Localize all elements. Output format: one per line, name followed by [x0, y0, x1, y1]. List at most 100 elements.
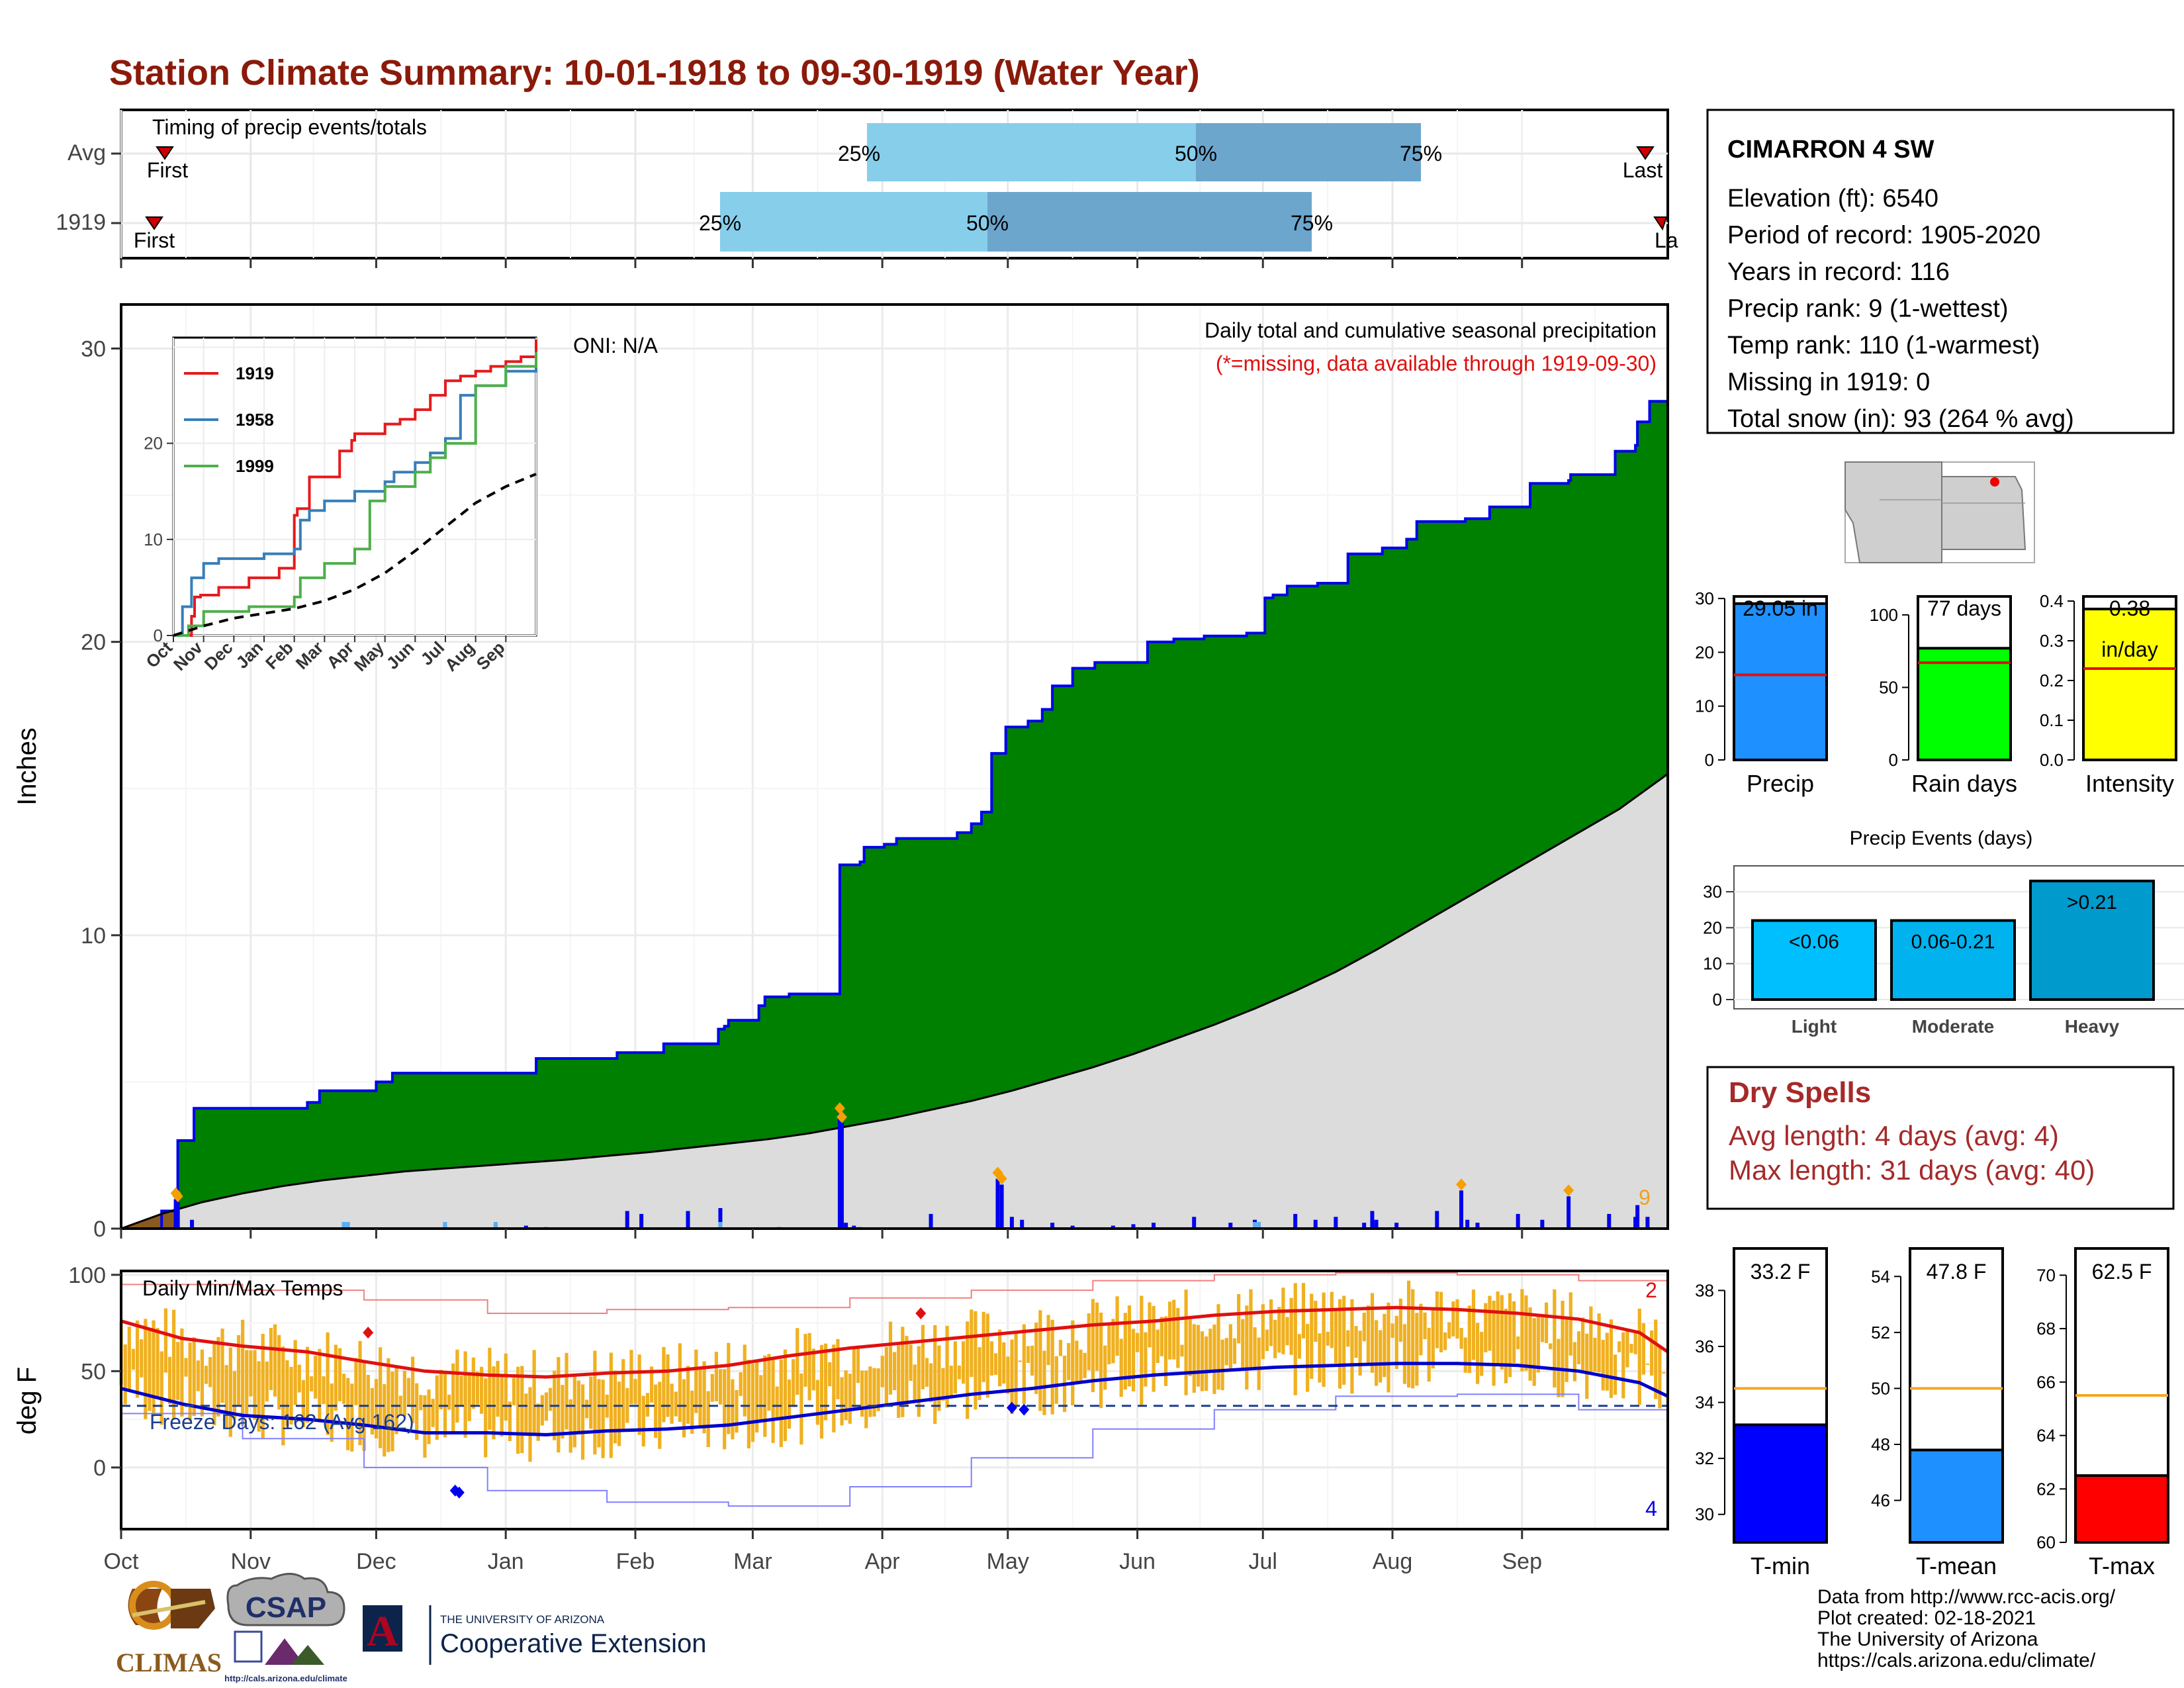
month-tick-label: Oct: [104, 1549, 139, 1574]
daily-precip-bar: [1050, 1223, 1055, 1229]
daily-temp-bar: [415, 1383, 419, 1440]
daily-temp-bar: [540, 1395, 544, 1426]
daily-temp-bar: [1394, 1315, 1398, 1370]
daily-temp-bar: [1330, 1291, 1334, 1348]
daily-temp-bar: [341, 1374, 346, 1404]
daily-temp-bar: [1034, 1322, 1038, 1394]
daily-temp-bar: [868, 1366, 872, 1417]
month-tick-label: Dec: [356, 1549, 396, 1574]
daily-temp-bar: [285, 1360, 289, 1427]
daily-temp-bar: [204, 1366, 208, 1384]
daily-temp-bar: [188, 1342, 192, 1421]
record-precip-diamond-icon: [834, 1102, 845, 1115]
month-tick-label: Nov: [231, 1549, 271, 1574]
daily-temp-bar: [1488, 1295, 1492, 1351]
daily-temp-bar: [1508, 1293, 1512, 1378]
daily-temp-bar: [775, 1386, 779, 1420]
month-tick-label: Mar: [733, 1549, 772, 1574]
daily-temp-bar: [1046, 1315, 1050, 1366]
dry-spells-title: Dry Spells: [1729, 1076, 1871, 1109]
temp-summary-value: 47.8 F: [1927, 1260, 1987, 1284]
record-low-count: 4: [1645, 1497, 1657, 1521]
daily-temp-bar: [974, 1311, 978, 1410]
daily-precip-bar: [1020, 1219, 1024, 1229]
daily-temp-bar: [645, 1393, 650, 1417]
daily-temp-bar: [1212, 1324, 1216, 1394]
daily-temp-bar: [1095, 1302, 1099, 1371]
daily-temp-bar: [516, 1366, 520, 1454]
temp-summary-value: 33.2 F: [1751, 1260, 1811, 1284]
precip-y-tick-label: 0: [93, 1217, 106, 1242]
month-tick-label: Feb: [616, 1549, 655, 1574]
credit-line: Plot created: 02-18-2021: [1817, 1607, 2036, 1629]
daily-temp-bar: [358, 1340, 362, 1446]
daily-temp-bar: [289, 1366, 293, 1425]
daily-temp-bar: [690, 1390, 694, 1434]
avg-last-label: Last: [1623, 158, 1663, 182]
daily-temp-bar: [322, 1376, 326, 1404]
daily-temp-bar: [670, 1383, 674, 1424]
daily-temp-bar: [1087, 1313, 1091, 1370]
precip-events-title: Precip Events (days): [1850, 827, 2033, 849]
daily-temp-bar: [1228, 1324, 1232, 1370]
daily-temp-bar: [698, 1366, 702, 1426]
daily-temp-bar: [330, 1383, 334, 1442]
daily-temp-bar: [625, 1387, 629, 1423]
precip-y-tick-label: 20: [81, 630, 106, 655]
daily-precip-bar: [1370, 1211, 1375, 1229]
daily-temp-bar: [917, 1346, 921, 1417]
daily-temp-bar: [1160, 1317, 1163, 1356]
daily-temp-bar: [1439, 1291, 1443, 1352]
missing-note: (*=missing, data available through 1919-…: [1216, 352, 1657, 375]
freeze-days-label: Freeze Days: 162 (Avg 162): [150, 1410, 414, 1434]
daily-temp-bar: [1067, 1342, 1071, 1380]
daily-temp-bar: [1650, 1330, 1654, 1376]
daily-temp-bar: [658, 1382, 662, 1449]
summary-bar-2: [2082, 608, 2177, 761]
summary-tick-label: 0.2: [2040, 671, 2064, 690]
daily-temp-bar: [1390, 1323, 1394, 1338]
daily-temp-bar: [265, 1361, 269, 1402]
daily-temp-bar: [1269, 1299, 1273, 1346]
daily-temp-bar: [601, 1380, 605, 1458]
daily-temp-bar: [1645, 1363, 1650, 1365]
daily-temp-bar: [1285, 1317, 1289, 1346]
station-info-line: Period of record: 1905-2020: [1727, 222, 2040, 250]
daily-temp-bar: [937, 1345, 941, 1411]
daily-temp-bar: [743, 1344, 747, 1417]
summary-tick-label: 10: [1695, 696, 1714, 716]
credits: Data from http://www.rcc-acis.org/Plot c…: [1817, 1586, 2116, 1671]
daily-precip-bar: [1645, 1217, 1650, 1229]
ua-block-a-letter: A: [367, 1607, 398, 1656]
daily-temp-bar: [346, 1378, 350, 1450]
daily-temp-bar: [710, 1374, 714, 1402]
precip-events-chart: Precip Events (days) 0 10 20 30 <0.06 Light 0.…: [1703, 827, 2184, 1037]
daily-temp-bar: [1383, 1313, 1387, 1378]
daily-precip-bar: [1192, 1217, 1197, 1229]
daily-temp-bar: [1350, 1299, 1354, 1394]
daily-temp-bar: [718, 1369, 723, 1405]
daily-temp-bar: [557, 1357, 561, 1453]
daily-temp-bar: [1338, 1299, 1342, 1389]
daily-temp-bar: [140, 1339, 144, 1378]
daily-temp-bar: [1042, 1350, 1046, 1415]
daily-temp-bar: [245, 1350, 249, 1417]
daily-temp-bar: [1463, 1337, 1467, 1373]
daily-temp-bar: [787, 1380, 792, 1429]
daily-temp-bar: [184, 1358, 188, 1377]
daily-temp-bar: [1103, 1345, 1107, 1390]
month-tick-label: May: [987, 1549, 1029, 1574]
record-precip-diamond-icon: [1563, 1184, 1574, 1197]
csap-logo-text: CSAP: [246, 1591, 326, 1624]
daily-temp-bar: [989, 1341, 994, 1376]
daily-temp-bar: [1484, 1303, 1488, 1352]
event-bar-moderate: [1890, 919, 2016, 1001]
daily-precip-bar: [837, 1114, 842, 1229]
daily-temp-bar: [131, 1348, 136, 1370]
daily-temp-bar: [512, 1378, 516, 1405]
station-info-line: Years in record: 116: [1727, 258, 1950, 286]
daily-temp-bar: [1071, 1320, 1075, 1406]
summary-bar-label: Precip: [1747, 770, 1814, 797]
daily-temp-bar: [236, 1335, 241, 1407]
